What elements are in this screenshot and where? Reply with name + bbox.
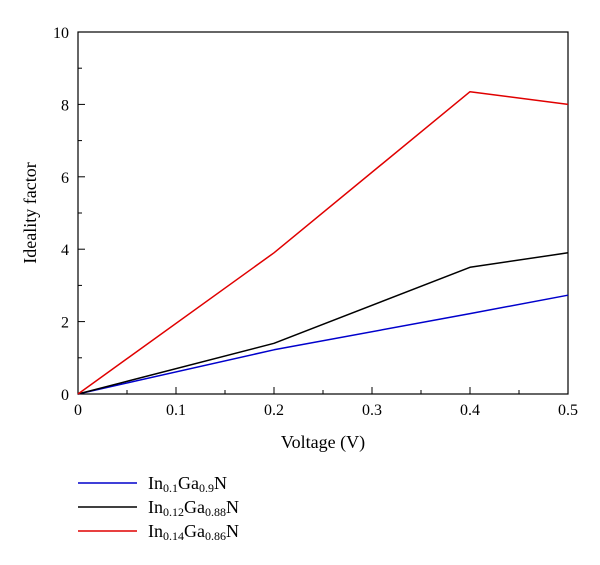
- x-tick-label: 0.4: [460, 402, 480, 419]
- y-tick-label: 2: [61, 315, 69, 332]
- y-tick-label: 4: [61, 242, 69, 259]
- series-line: [77, 294, 569, 395]
- series-line: [77, 252, 569, 395]
- x-tick-label: 0.1: [166, 402, 186, 419]
- x-tick-label: 0.3: [362, 402, 382, 419]
- x-tick-label: 0.5: [558, 402, 578, 419]
- y-tick-label: 6: [61, 170, 69, 187]
- x-tick-label: 0: [74, 402, 82, 419]
- y-tick-label: 10: [53, 25, 69, 42]
- y-tick-label: 8: [61, 97, 69, 114]
- legend-label: In0.12Ga0.88N: [148, 497, 239, 519]
- legend-label: In0.14Ga0.86N: [148, 521, 239, 543]
- series-line: [77, 90, 569, 395]
- x-tick-label: 0.2: [264, 402, 284, 419]
- legend-label: In0.1Ga0.9N: [148, 473, 227, 495]
- y-axis-label: Ideality factor: [20, 162, 40, 263]
- y-tick-label: 0: [61, 387, 69, 404]
- x-axis-label: Voltage (V): [281, 432, 365, 453]
